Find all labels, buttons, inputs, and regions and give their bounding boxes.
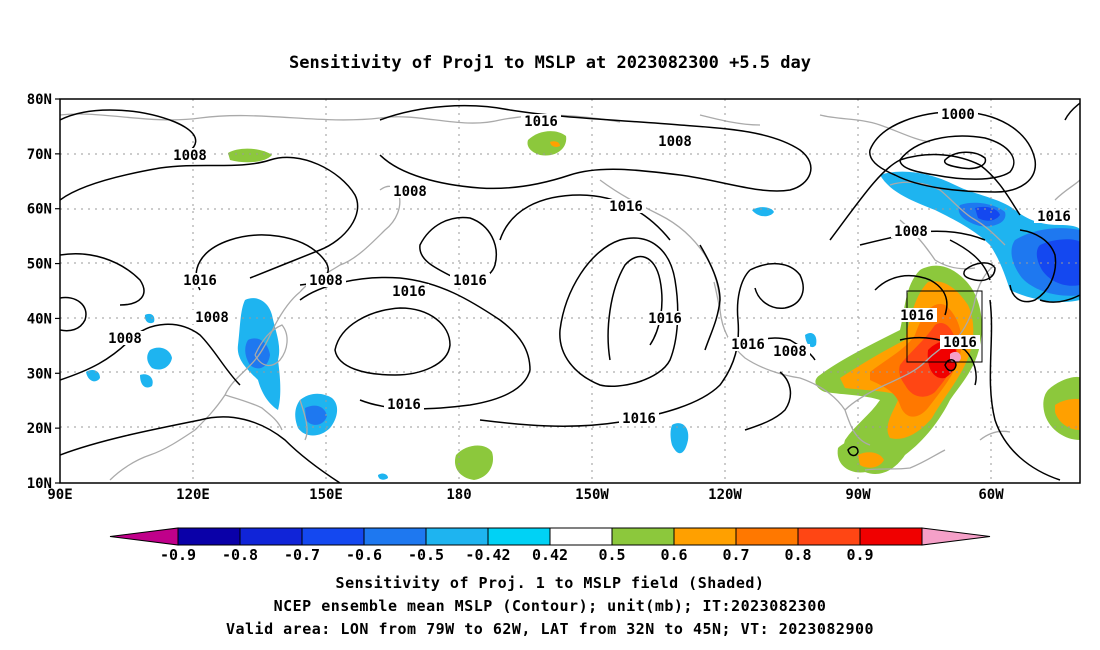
colorbar-label: -0.8 xyxy=(222,546,258,564)
colorbar-label: -0.5 xyxy=(408,546,444,564)
lat-label: 30N xyxy=(27,366,52,382)
contour-label: 1008 xyxy=(309,273,343,289)
caption-line-2: NCEP ensemble mean MSLP (Contour); unit(… xyxy=(273,597,827,615)
contour-label: 1016 xyxy=(943,335,977,351)
contour-label: 1000 xyxy=(941,107,975,123)
colorbar-label: 0.8 xyxy=(784,546,811,564)
colorbar-box xyxy=(363,527,427,546)
longitude-labels: 90E 120E 150E 180 150W 120W 90W 60W xyxy=(47,487,1004,503)
sensitivity-shading xyxy=(86,131,1080,480)
contour-label: 1016 xyxy=(1037,209,1071,225)
contour-label-bg xyxy=(891,224,931,238)
lat-label: 40N xyxy=(27,311,52,327)
latitude-labels: 80N 70N 60N 50N 40N 30N 20N 10N xyxy=(27,92,60,492)
valid-area-box xyxy=(906,290,983,363)
lon-label: 120E xyxy=(176,487,210,503)
caption-line-1: Sensitivity of Proj. 1 to MSLP field (Sh… xyxy=(335,574,765,592)
colorbar-box xyxy=(611,527,675,546)
lon-label: 60W xyxy=(978,487,1004,503)
colorbar-box xyxy=(239,527,303,546)
colorbar-right-triangle xyxy=(921,527,991,546)
lat-label: 50N xyxy=(27,257,52,273)
contour-label-bg xyxy=(105,331,145,345)
contour-label: 1008 xyxy=(195,310,229,326)
lat-label: 70N xyxy=(27,147,52,163)
colorbar-box xyxy=(735,527,799,546)
lat-label: 20N xyxy=(27,421,52,437)
colorbar-box xyxy=(549,527,613,546)
contour-label-bg xyxy=(655,134,695,148)
colorbar-labels: -0.9 -0.8 -0.7 -0.6 -0.5 -0.42 0.42 0.5 0.6 0.7 0.… xyxy=(160,546,874,564)
lon-label: 90E xyxy=(47,487,72,503)
contour-label: 1016 xyxy=(453,273,487,289)
contour-label: 1008 xyxy=(894,224,928,240)
contour-label: 1016 xyxy=(183,273,217,289)
colorbar xyxy=(109,527,991,546)
contour-label-bg xyxy=(306,273,346,287)
contour-label: 1016 xyxy=(524,114,558,130)
lon-label: 150W xyxy=(575,487,609,503)
contour-label: 1008 xyxy=(773,344,807,360)
contour-label-bg xyxy=(450,273,490,287)
contour-label-bg xyxy=(619,411,659,425)
colorbar-box xyxy=(859,527,923,546)
contour-label-bg xyxy=(192,310,232,324)
colorbar-label: 0.9 xyxy=(846,546,873,564)
colorbar-label: 0.7 xyxy=(722,546,749,564)
colorbar-box xyxy=(673,527,737,546)
caption-line-3: Valid area: LON from 79W to 62W, LAT fro… xyxy=(225,620,875,638)
lon-label: 150E xyxy=(309,487,343,503)
contour-label: 1016 xyxy=(387,397,421,413)
contour-label: 1016 xyxy=(392,284,426,300)
contour-label-bg xyxy=(940,335,980,349)
contour-label-bg xyxy=(645,311,685,325)
contour-label: 1008 xyxy=(108,331,142,347)
contour-label-bg xyxy=(384,397,424,411)
contour-label: 1008 xyxy=(658,134,692,150)
contour-label: 1008 xyxy=(173,148,207,164)
contour-label-bg xyxy=(170,148,210,162)
contour-label-bg xyxy=(180,273,220,287)
contour-label: 1016 xyxy=(648,311,682,327)
lat-label: 80N xyxy=(27,92,52,108)
contour-labels: 1008 1016 1008 1016 1008 1016 1008 1008 1016 1016… xyxy=(105,107,1074,427)
colorbar-label: -0.9 xyxy=(160,546,196,564)
contour-label-bg xyxy=(606,199,646,213)
contour-label-bg xyxy=(390,184,430,198)
contour-label-bg xyxy=(521,114,561,128)
contour-label: 1016 xyxy=(622,411,656,427)
contour-label-bg xyxy=(770,344,810,358)
lon-label: 90W xyxy=(845,487,871,503)
colorbar-box xyxy=(487,527,551,546)
lat-label: 10N xyxy=(27,476,52,492)
lat-label: 60N xyxy=(27,202,52,218)
colorbar-box xyxy=(425,527,489,546)
contour-label: 1016 xyxy=(609,199,643,215)
colorbar-label: 0.42 xyxy=(532,546,568,564)
contour-label-bg xyxy=(938,107,978,121)
contour-label-bg xyxy=(897,308,937,322)
colorbar-box xyxy=(301,527,365,546)
contour-label: 1008 xyxy=(393,184,427,200)
contour-label-bg xyxy=(1034,209,1074,223)
colorbar-label: 0.5 xyxy=(598,546,625,564)
colorbar-label: 0.6 xyxy=(660,546,687,564)
contour-label-bg xyxy=(728,337,768,351)
lon-label: 120W xyxy=(708,487,742,503)
colorbar-left-triangle xyxy=(109,527,179,546)
map-frame xyxy=(59,98,1081,484)
colorbar-label: -0.42 xyxy=(465,546,510,564)
contour-label-bg xyxy=(389,284,429,298)
contour-label: 1016 xyxy=(900,308,934,324)
colorbar-label: -0.6 xyxy=(346,546,382,564)
colorbar-box xyxy=(177,527,241,546)
colorbar-box xyxy=(797,527,861,546)
colorbar-label: -0.7 xyxy=(284,546,320,564)
figure-title: Sensitivity of Proj1 to MSLP at 20230823… xyxy=(289,53,811,73)
contour-label: 1016 xyxy=(731,337,765,353)
lon-label: 180 xyxy=(446,487,471,503)
